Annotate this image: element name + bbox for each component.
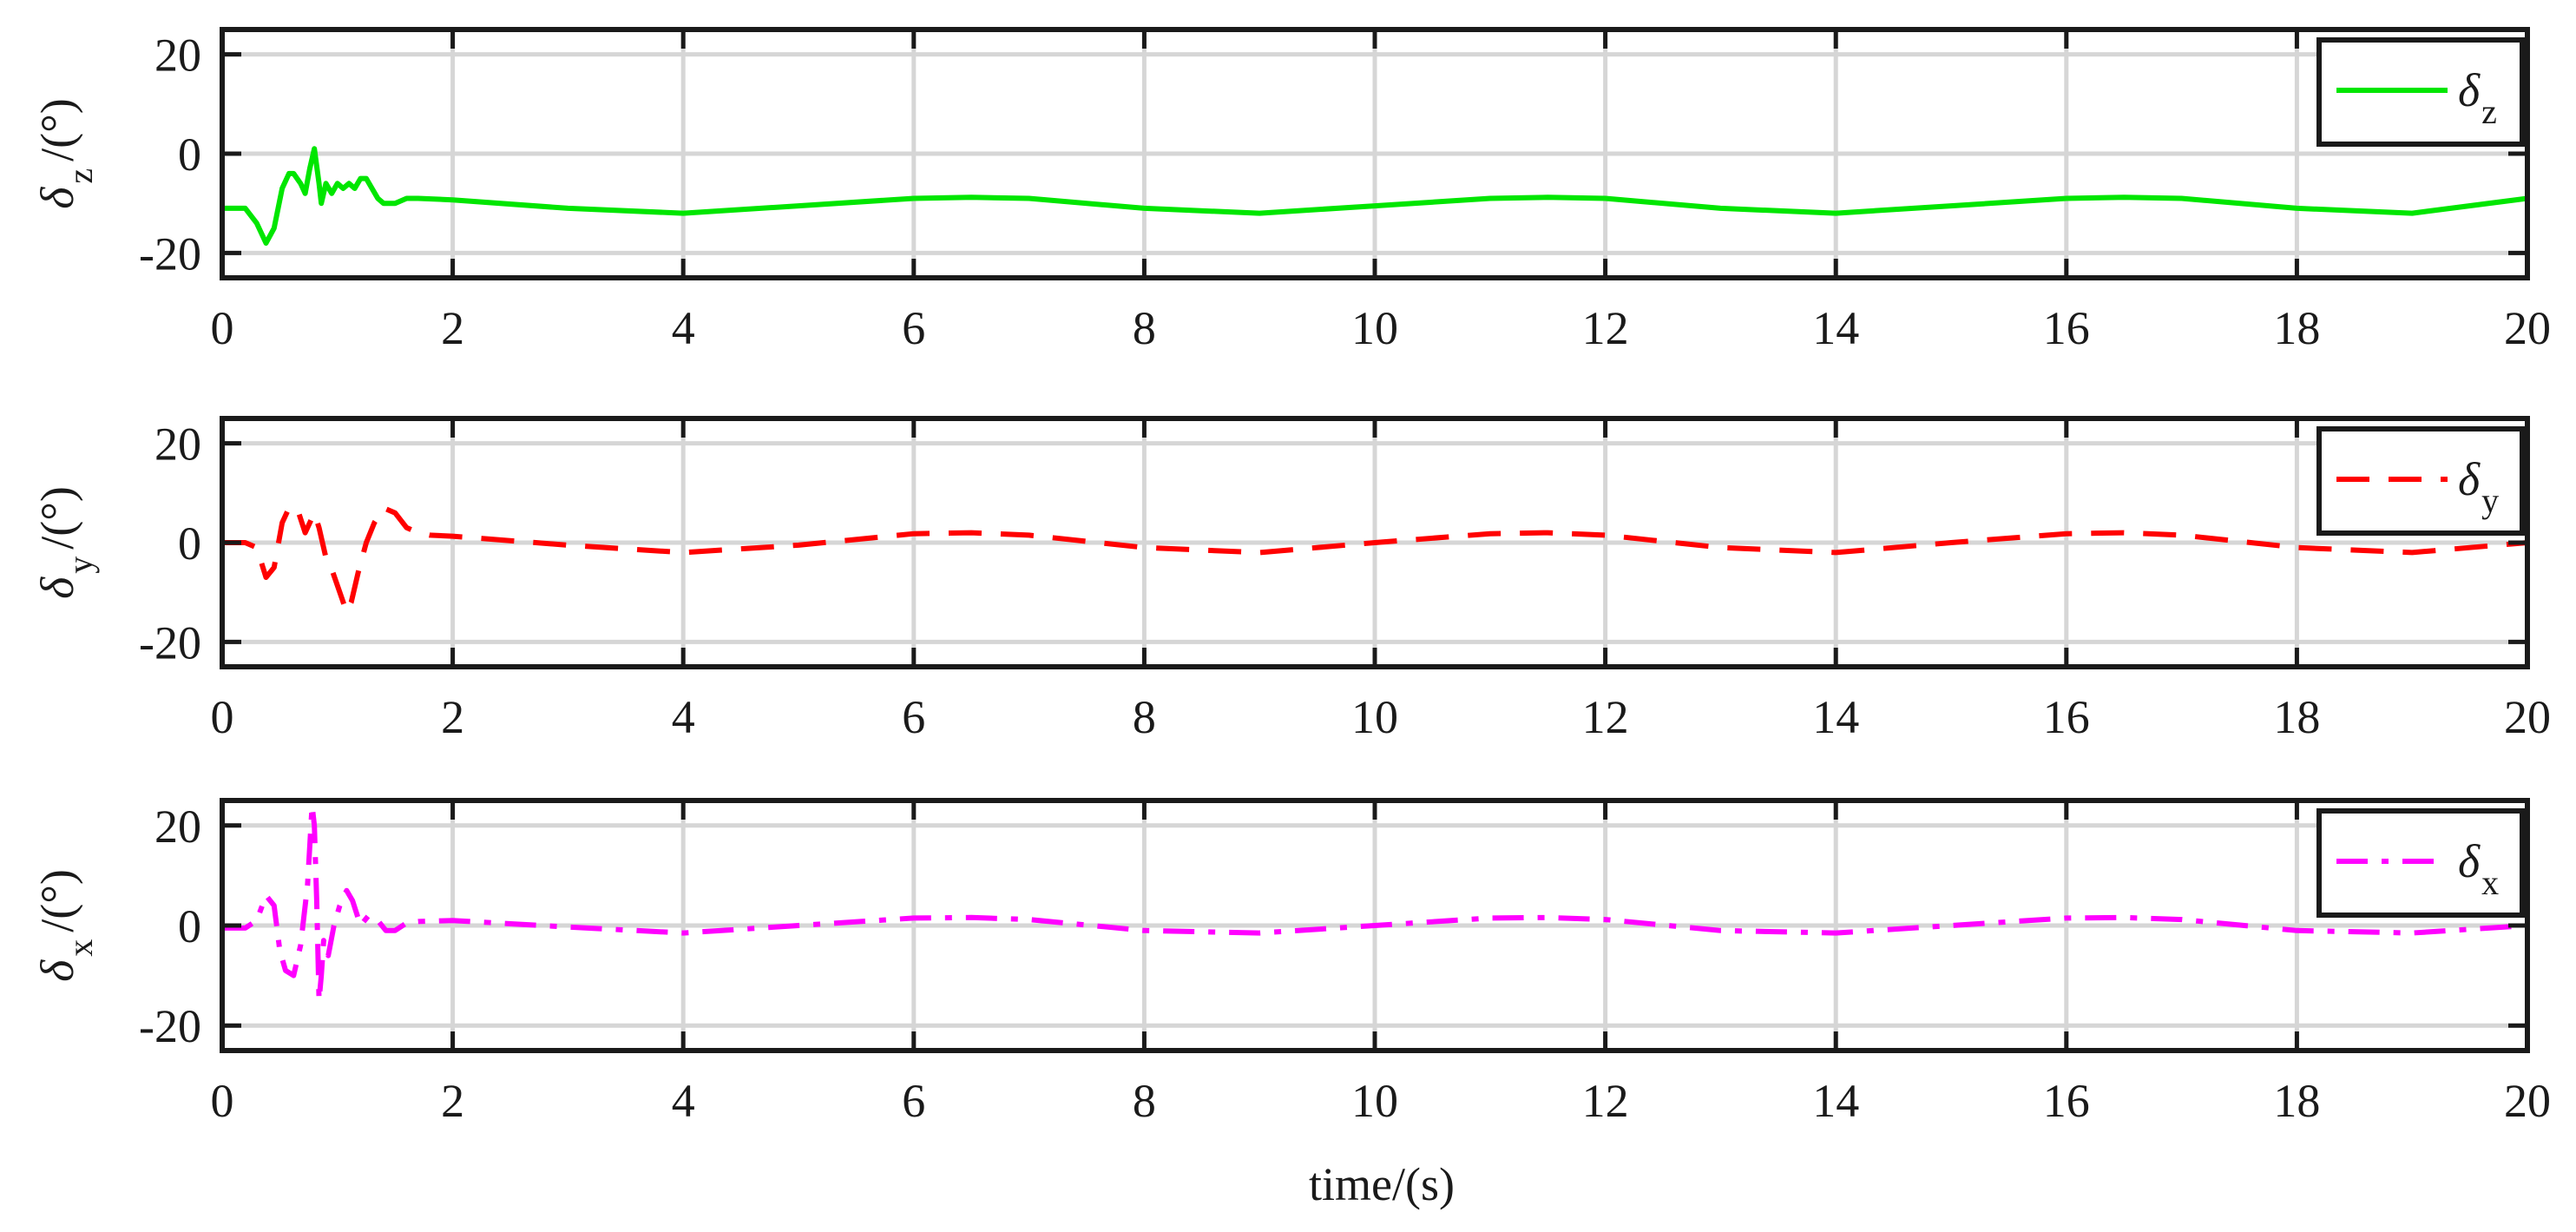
x-tick-label-x-20: 20 — [2504, 1075, 2551, 1127]
y-axis-label-subscript: y — [61, 557, 100, 574]
legend-label-subscript: y — [2481, 481, 2499, 520]
x-tick-label-y-2: 2 — [441, 691, 464, 743]
x-tick-label-y-20: 20 — [2504, 691, 2551, 743]
x-tick-label-x-0: 0 — [211, 1075, 234, 1127]
y-axis-label-symbol: δ — [31, 576, 83, 599]
x-tick-label-x-12: 12 — [1582, 1075, 1629, 1127]
y-axis-label-unit: /(°) — [31, 869, 83, 932]
x-tick-label-x-16: 16 — [2043, 1075, 2090, 1127]
y-axis-label-subscript: z — [61, 168, 100, 184]
legend-label-x: δx — [2458, 835, 2499, 902]
x-tick-label-y-18: 18 — [2273, 691, 2320, 743]
legend-label-symbol: δ — [2458, 453, 2481, 505]
x-tick-label-y-12: 12 — [1582, 691, 1629, 743]
x-tick-label-y-8: 8 — [1133, 691, 1156, 743]
x-tick-label-y-10: 10 — [1351, 691, 1398, 743]
legend-label-symbol: δ — [2458, 64, 2481, 116]
y-tick-label-x-20: 20 — [154, 800, 201, 853]
y-tick-label-y-0: 0 — [178, 517, 201, 570]
x-tick-label-y-6: 6 — [902, 691, 925, 743]
x-tick-label-x-4: 4 — [672, 1075, 695, 1127]
x-tick-label-z-8: 8 — [1133, 302, 1156, 354]
x-tick-label-z-18: 18 — [2273, 302, 2320, 354]
series-line-delta-x — [222, 802, 2528, 1004]
y-tick-label-z--20: -20 — [139, 227, 201, 280]
y-axis-label-symbol: δ — [31, 187, 83, 209]
y-tick-label-z-20: 20 — [154, 30, 201, 82]
legend-label-subscript: x — [2481, 863, 2499, 902]
x-tick-label-z-6: 6 — [902, 302, 925, 354]
series-line-delta-y — [222, 505, 2528, 616]
x-axis-label: time/(s) — [1309, 1158, 1455, 1210]
x-tick-label-x-8: 8 — [1133, 1075, 1156, 1127]
y-axis-label-y: δy /(°) — [31, 486, 100, 599]
legend-label-symbol: δ — [2458, 835, 2481, 887]
x-tick-label-x-6: 6 — [902, 1075, 925, 1127]
x-tick-label-x-10: 10 — [1351, 1075, 1398, 1127]
x-tick-label-z-2: 2 — [441, 302, 464, 354]
y-tick-label-x--20: -20 — [139, 1000, 201, 1052]
y-tick-label-z-0: 0 — [178, 128, 201, 181]
y-tick-label-x-0: 0 — [178, 900, 201, 952]
x-tick-label-z-4: 4 — [672, 302, 695, 354]
x-tick-label-x-14: 14 — [1812, 1075, 1859, 1127]
legend-label-subscript: z — [2481, 92, 2497, 131]
y-axis-label-x: δx /(°) — [31, 869, 100, 982]
y-axis-label-z: δz /(°) — [31, 98, 100, 208]
x-tick-label-z-20: 20 — [2504, 302, 2551, 354]
x-tick-label-y-4: 4 — [672, 691, 695, 743]
y-axis-label-unit: /(°) — [31, 486, 83, 550]
x-tick-label-y-16: 16 — [2043, 691, 2090, 743]
y-axis-label-symbol: δ — [31, 959, 83, 982]
x-tick-label-z-0: 0 — [211, 302, 234, 354]
x-tick-label-z-14: 14 — [1812, 302, 1859, 354]
x-tick-label-x-18: 18 — [2273, 1075, 2320, 1127]
y-axis-label-unit: /(°) — [31, 98, 83, 161]
series-line-delta-z — [222, 146, 2528, 246]
x-tick-label-y-0: 0 — [211, 691, 234, 743]
x-tick-label-z-12: 12 — [1582, 302, 1629, 354]
x-tick-label-z-16: 16 — [2043, 302, 2090, 354]
y-tick-label-y-20: 20 — [154, 418, 201, 471]
legend-label-z: δz — [2458, 64, 2497, 131]
y-tick-label-y--20: -20 — [139, 616, 201, 669]
legend-label-y: δy — [2458, 453, 2499, 520]
x-tick-label-z-10: 10 — [1351, 302, 1398, 354]
y-axis-label-subscript: x — [61, 939, 100, 957]
x-tick-label-x-2: 2 — [441, 1075, 464, 1127]
x-tick-label-y-14: 14 — [1812, 691, 1859, 743]
